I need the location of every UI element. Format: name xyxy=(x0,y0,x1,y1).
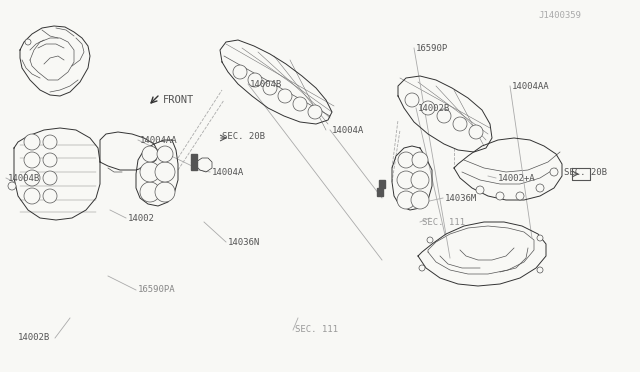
Circle shape xyxy=(536,184,544,192)
Circle shape xyxy=(419,265,425,271)
Text: SEC. 20B: SEC. 20B xyxy=(222,131,265,141)
Text: 16590PA: 16590PA xyxy=(138,285,175,295)
Circle shape xyxy=(437,109,451,123)
Circle shape xyxy=(412,152,428,168)
Circle shape xyxy=(537,235,543,241)
Circle shape xyxy=(155,162,175,182)
Circle shape xyxy=(293,97,307,111)
Text: 14004A: 14004A xyxy=(332,125,364,135)
Circle shape xyxy=(278,89,292,103)
Circle shape xyxy=(140,182,160,202)
Circle shape xyxy=(550,168,558,176)
Circle shape xyxy=(142,146,158,162)
Text: 14004AA: 14004AA xyxy=(512,81,550,90)
Text: SEC. 111: SEC. 111 xyxy=(295,326,338,334)
Circle shape xyxy=(421,101,435,115)
Text: 14004B: 14004B xyxy=(8,173,40,183)
Circle shape xyxy=(405,93,419,107)
Text: 16590P: 16590P xyxy=(416,44,448,52)
Text: SEC. 20B: SEC. 20B xyxy=(564,167,607,176)
Text: FRONT: FRONT xyxy=(163,95,195,105)
Text: 14004A: 14004A xyxy=(212,167,244,176)
Circle shape xyxy=(411,171,429,189)
Circle shape xyxy=(263,81,277,95)
Circle shape xyxy=(453,117,467,131)
Circle shape xyxy=(155,182,175,202)
Circle shape xyxy=(496,192,504,200)
Circle shape xyxy=(24,152,40,168)
Circle shape xyxy=(25,39,31,45)
Circle shape xyxy=(24,170,40,186)
Bar xyxy=(191,154,197,162)
Text: SEC. 111: SEC. 111 xyxy=(422,218,465,227)
Text: 14004B: 14004B xyxy=(250,80,282,89)
Circle shape xyxy=(427,237,433,243)
Circle shape xyxy=(140,162,160,182)
Text: 14004AA: 14004AA xyxy=(140,135,178,144)
Text: 14002B: 14002B xyxy=(418,103,451,112)
Text: 14002B: 14002B xyxy=(18,334,51,343)
Circle shape xyxy=(8,182,16,190)
Circle shape xyxy=(24,188,40,204)
Circle shape xyxy=(411,191,429,209)
Circle shape xyxy=(516,192,524,200)
Circle shape xyxy=(308,105,322,119)
Circle shape xyxy=(43,153,57,167)
Text: 14002+A: 14002+A xyxy=(498,173,536,183)
Text: J1400359: J1400359 xyxy=(538,10,581,19)
Circle shape xyxy=(24,134,40,150)
Text: 14036N: 14036N xyxy=(228,237,260,247)
Circle shape xyxy=(233,65,247,79)
Bar xyxy=(191,162,197,170)
Circle shape xyxy=(398,152,414,168)
Text: 14036M: 14036M xyxy=(445,193,477,202)
Circle shape xyxy=(43,171,57,185)
Circle shape xyxy=(476,186,484,194)
Circle shape xyxy=(537,267,543,273)
Circle shape xyxy=(397,191,415,209)
Circle shape xyxy=(469,125,483,139)
Bar xyxy=(377,188,383,196)
Circle shape xyxy=(43,135,57,149)
Bar xyxy=(379,180,385,188)
Circle shape xyxy=(397,171,415,189)
Circle shape xyxy=(43,189,57,203)
Circle shape xyxy=(248,73,262,87)
Text: 14002: 14002 xyxy=(128,214,155,222)
Circle shape xyxy=(157,146,173,162)
